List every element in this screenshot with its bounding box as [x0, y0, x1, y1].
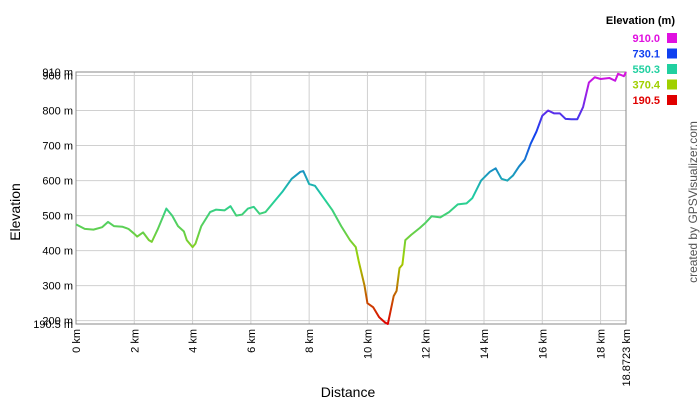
- y-tick-label: 700 m: [42, 141, 73, 153]
- y-tick-label: 200 m: [42, 316, 73, 328]
- x-tick-label: 12 km: [421, 329, 433, 359]
- legend-swatch: [667, 64, 677, 74]
- x-tick-label: 6 km: [246, 329, 258, 353]
- x-tick-label: 4 km: [188, 329, 200, 353]
- x-tick-label: 16 km: [537, 329, 549, 359]
- legend-swatch: [667, 33, 677, 43]
- credit: created by GPSVisualizer.com: [686, 121, 700, 283]
- plot-frame: [75, 71, 627, 325]
- y-tick-label: 190.5 m: [33, 319, 73, 331]
- y-tick-label: 900 m: [42, 71, 73, 83]
- x-tick-label: 18 km: [596, 329, 608, 359]
- legend-title: Elevation (m): [606, 15, 675, 27]
- legend-swatch: [667, 79, 677, 90]
- x-tick-label: 2 km: [129, 329, 141, 353]
- x-tick-label: 8 km: [304, 329, 316, 353]
- x-tick-label: 18.8723 km: [621, 329, 633, 386]
- elevation-line: [75, 71, 627, 325]
- y-tick-label: 300 m: [42, 281, 73, 293]
- legend-swatch: [667, 95, 677, 105]
- legend-label: 370.4: [632, 80, 660, 92]
- x-tick-label: 0 km: [71, 329, 83, 353]
- y-tick-label: 600 m: [42, 176, 73, 188]
- legend-label: 910.0: [632, 33, 660, 45]
- legend-swatch: [667, 48, 677, 59]
- y-tick-label: 910 m: [42, 67, 73, 79]
- x-tick-label: 10 km: [362, 329, 374, 359]
- y-tick-label: 500 m: [42, 211, 73, 223]
- legend-label: 190.5: [632, 95, 660, 107]
- legend-label: 550.3: [632, 64, 660, 76]
- y-tick-label: 400 m: [42, 246, 73, 258]
- legend-label: 730.1: [632, 49, 660, 61]
- x-tick-label: 14 km: [479, 329, 491, 359]
- y-axis-label: Elevation: [7, 183, 23, 241]
- x-axis-label: Distance: [321, 384, 376, 400]
- y-tick-label: 800 m: [42, 106, 73, 118]
